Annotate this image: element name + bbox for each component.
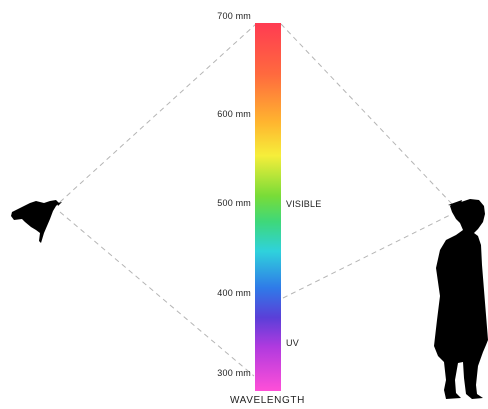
tick-label-300: 300 mm bbox=[217, 368, 251, 378]
tick-label-500: 500 mm bbox=[217, 198, 251, 208]
spectrum-bar bbox=[255, 23, 281, 391]
human-sightline-top bbox=[280, 23, 453, 205]
bird-silhouette bbox=[11, 200, 62, 243]
human-silhouette bbox=[434, 199, 488, 399]
bird-sightline-bottom bbox=[59, 211, 255, 377]
human-sightline-bottom bbox=[282, 213, 453, 299]
tick-label-400: 400 mm bbox=[217, 288, 251, 298]
axis-title: WAVELENGTH bbox=[230, 395, 305, 406]
bird-sightline-top bbox=[59, 23, 257, 203]
uv-band-label: UV bbox=[286, 338, 299, 348]
visible-band-label: VISIBLE bbox=[286, 199, 322, 209]
tick-label-700: 700 mm bbox=[217, 11, 251, 21]
tick-label-600: 600 mm bbox=[217, 109, 251, 119]
